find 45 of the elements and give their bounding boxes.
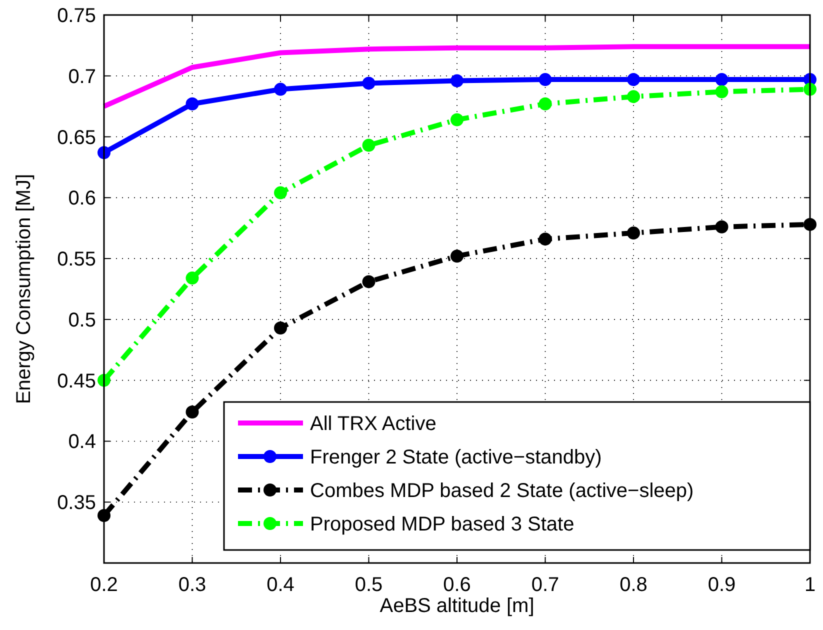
point [627, 90, 640, 104]
y-tick-label: 0.35 [57, 492, 96, 514]
point [186, 405, 199, 418]
y-tick-label: 0.6 [68, 188, 96, 210]
x-tick-label: 0.3 [178, 574, 206, 596]
y-tick-label: 0.65 [57, 126, 96, 149]
point [450, 250, 464, 263]
point [274, 82, 287, 96]
legend-label: Combes MDP based 2 State (active−sleep) [310, 480, 694, 502]
point [274, 186, 287, 200]
point [362, 76, 376, 90]
y-tick-label: 0.75 [57, 5, 96, 27]
point [450, 74, 464, 88]
x-tick-label: 0.9 [708, 574, 736, 596]
legend-label: All TRX Active [310, 413, 436, 435]
point [538, 73, 552, 86]
x-tick-label: 0.8 [620, 574, 648, 596]
x-tick-label: 0.4 [266, 574, 294, 596]
point [538, 232, 552, 246]
x-tick-label: 1 [804, 574, 816, 596]
legend-label: Proposed MDP based 3 State [310, 514, 574, 536]
point [362, 138, 376, 152]
y-tick-label: 0.5 [68, 309, 96, 332]
point [627, 73, 640, 86]
y-tick-label: 0.7 [68, 66, 96, 88]
y-axis-title: Energy Consumption [MJ] [13, 174, 35, 404]
y-tick-label: 0.45 [57, 370, 96, 392]
point [538, 97, 552, 110]
x-tick-label: 0.2 [90, 574, 118, 596]
point [186, 97, 199, 110]
x-axis-title: AeBS altitude [m] [380, 595, 534, 617]
x-tick-label: 0.7 [531, 574, 560, 596]
point [715, 73, 728, 86]
legend-label: Frenger 2 State (active−standby) [310, 446, 602, 468]
x-tick-label: 0.6 [443, 574, 471, 596]
point [186, 272, 199, 285]
point [627, 226, 640, 240]
y-tick-label: 0.55 [57, 248, 96, 271]
y-tick-label: 0.4 [68, 431, 96, 454]
point [450, 113, 464, 126]
x-tick-label: 0.5 [354, 574, 383, 596]
point [274, 321, 287, 334]
point [715, 220, 728, 234]
point [362, 275, 376, 288]
point [715, 85, 728, 98]
